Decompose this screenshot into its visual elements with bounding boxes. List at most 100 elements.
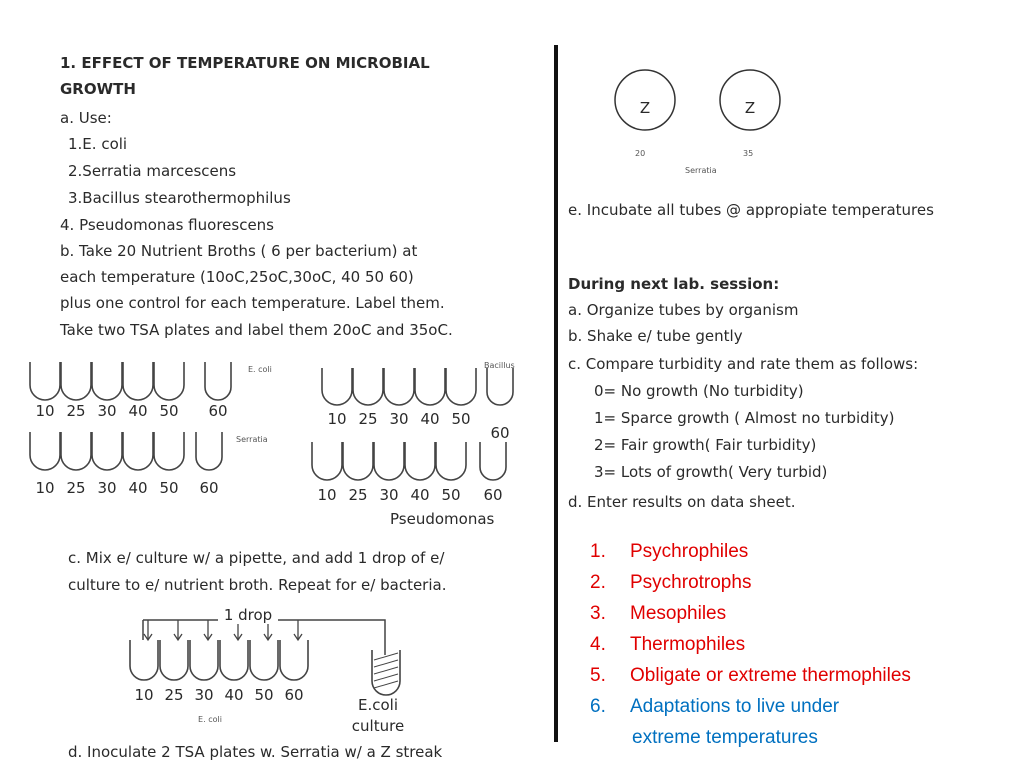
tube-temp: 30 [97, 479, 116, 497]
instruction-line: 3.Bacillus stearothermophilus [68, 189, 291, 207]
instruction-line: c. Mix e/ culture w/ a pipette, and add … [68, 549, 445, 567]
instruction-line: 1= Sparce growth ( Almost no turbidity) [594, 409, 894, 427]
tube-label: E. coli [198, 715, 222, 724]
tube [60, 362, 92, 401]
instruction-line: b. Take 20 Nutrient Broths ( 6 per bacte… [60, 242, 417, 260]
petri-plate [614, 69, 676, 131]
organism-label: Pseudomonas [390, 510, 495, 528]
tube [479, 442, 507, 481]
streak-mark: Z [640, 99, 650, 117]
tube-temp: 40 [128, 479, 147, 497]
organism-label: Serratia [236, 435, 268, 444]
tube-temp: 10 [327, 410, 346, 428]
hatch [373, 666, 399, 675]
category-number: 3. [590, 603, 606, 624]
instruction-line: Take two TSA plates and label them 20oC … [59, 321, 453, 339]
heading: 1. EFFECT OF TEMPERATURE ON MICROBIAL [60, 54, 430, 72]
organism-label: Bacillus [484, 361, 515, 370]
tube [29, 432, 61, 471]
category-number: 4. [590, 634, 606, 655]
tube-temp: 50 [451, 410, 470, 428]
category-number: 1. [590, 541, 606, 562]
tube-temp: 10 [317, 486, 336, 504]
drop-label-bg [218, 606, 278, 624]
organism-label: E. coli [248, 365, 272, 374]
tube-temp: 50 [441, 486, 460, 504]
instruction-line: culture to e/ nutrient broth. Repeat for… [68, 576, 446, 594]
tube [321, 368, 353, 406]
category-text: Thermophiles [630, 634, 745, 655]
hatch [373, 659, 399, 668]
drop-arrow [143, 620, 153, 642]
tube [91, 362, 123, 401]
drop-label: 1 drop [224, 606, 272, 624]
instruction-line: 0= No growth (No turbidity) [594, 382, 804, 400]
instruction-line: d. Inoculate 2 TSA plates w. Serratia w/… [68, 743, 443, 761]
tube [189, 640, 219, 681]
tube-temp: 25 [164, 686, 183, 704]
hatch [373, 673, 399, 682]
tube [445, 368, 477, 406]
instruction-line: 2.Serratia marcescens [68, 162, 236, 180]
instruction-line: plus one control for each temperature. L… [60, 294, 445, 312]
instruction-line: b. Shake e/ tube gently [568, 327, 743, 345]
tube-temp: 30 [389, 410, 408, 428]
tube [91, 432, 123, 471]
tube [29, 362, 61, 401]
tube-temp: 40 [420, 410, 439, 428]
tube-temp: 40 [410, 486, 429, 504]
tube-temp: 10 [35, 402, 54, 420]
tube [486, 368, 514, 406]
instruction-line: a. Organize tubes by organism [568, 301, 798, 319]
tube [249, 640, 279, 681]
culture-label: culture [352, 717, 404, 735]
tube [414, 368, 446, 406]
instruction-line: 2= Fair growth( Fair turbidity) [594, 436, 816, 454]
tube [195, 432, 223, 471]
tube [129, 640, 159, 681]
tube [60, 432, 92, 471]
category-text: Adaptations to live under [630, 696, 840, 717]
tube [342, 442, 374, 481]
session-heading: During next lab. session: [568, 275, 779, 293]
category-text: Mesophiles [630, 603, 726, 624]
tube [435, 442, 467, 481]
tube [311, 442, 343, 481]
hatch [373, 652, 399, 661]
tube [122, 362, 154, 401]
drop-arrow [173, 620, 183, 642]
tube-temp: 30 [379, 486, 398, 504]
petri-plate [719, 69, 781, 131]
instruction-line: 4. Pseudomonas fluorescens [60, 216, 274, 234]
tube-temp: 50 [159, 479, 178, 497]
tube [383, 368, 415, 406]
tube-temp: 60 [490, 424, 509, 442]
tube-temp: 25 [348, 486, 367, 504]
category-number: 6. [590, 696, 606, 717]
tube-temp: 60 [284, 686, 303, 704]
tube-temp: 25 [66, 402, 85, 420]
tube-temp: 10 [134, 686, 153, 704]
category-text: extreme temperatures [632, 727, 818, 748]
plate-label: 20 [635, 149, 645, 158]
drop-arrow [203, 620, 213, 642]
instruction-line: a. Use: [60, 109, 112, 127]
culture-label: E.coli [358, 696, 398, 714]
tube-temp: 60 [483, 486, 502, 504]
tube-temp: 50 [159, 402, 178, 420]
tube-temp: 30 [97, 402, 116, 420]
tube-temp: 10 [35, 479, 54, 497]
tube [352, 368, 384, 406]
tube-temp: 50 [254, 686, 273, 704]
instruction-line: each temperature (10oC,25oC,30oC, 40 50 … [60, 268, 414, 286]
tube [122, 432, 154, 471]
tube-temp: 25 [66, 479, 85, 497]
instruction-line: d. Enter results on data sheet. [568, 493, 796, 511]
tube [159, 640, 189, 681]
tube [204, 362, 232, 401]
tube [219, 640, 249, 681]
instruction-line: c. Compare turbidity and rate them as fo… [568, 355, 918, 373]
drop-arrow [293, 620, 303, 642]
